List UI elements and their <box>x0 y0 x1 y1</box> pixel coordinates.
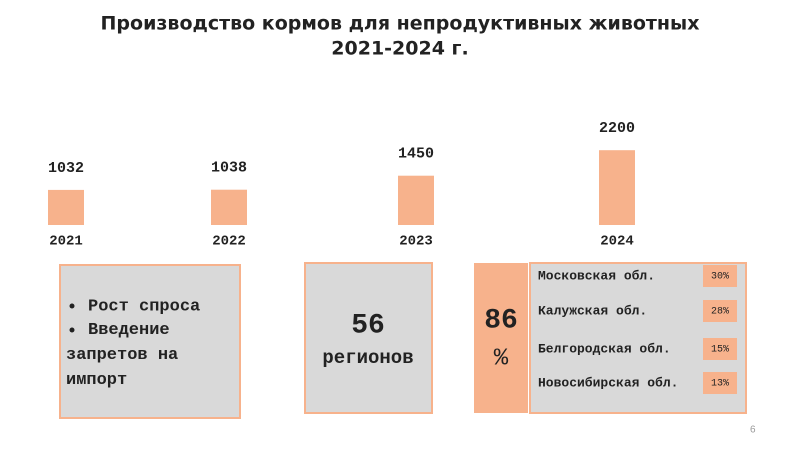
category-label: 2022 <box>212 234 246 250</box>
bullet <box>69 327 75 333</box>
share-unit: % <box>494 345 509 372</box>
reason: Рост спроса <box>88 297 200 316</box>
region-name: Калужская обл. <box>538 303 647 318</box>
bar <box>398 175 434 225</box>
value-label: 1032 <box>48 160 84 177</box>
chart-title: Производство кормов для непродуктивных ж… <box>101 13 700 35</box>
category-label: 2021 <box>49 234 83 250</box>
share-panel <box>474 263 528 413</box>
region-share: 13% <box>711 379 729 390</box>
value-label: 1038 <box>211 160 247 177</box>
region-share: 28% <box>711 307 729 318</box>
page-number: 6 <box>750 425 756 436</box>
value-label: 1450 <box>398 146 434 163</box>
region-share-box <box>703 265 737 287</box>
category-label: 2024 <box>600 234 634 250</box>
region-name: Новосибирская обл. <box>538 375 678 390</box>
regions-value: 56 <box>351 310 385 341</box>
region-share: 15% <box>711 345 729 356</box>
region-share: 30% <box>711 272 729 283</box>
reason: Введение запретов на импорт <box>66 321 178 390</box>
reasons-panel <box>59 264 241 419</box>
bar <box>48 189 84 225</box>
region-name: Белгородская обл. <box>538 341 671 356</box>
region-share-box <box>703 300 737 322</box>
region-share-box <box>703 338 737 360</box>
share-value: 86 <box>484 305 518 336</box>
region-name: Московская обл. <box>538 268 655 283</box>
category-label: 2023 <box>399 234 433 250</box>
value-label: 2200 <box>599 120 635 137</box>
regions-label: регионов <box>322 347 413 369</box>
chart-subtitle: 2021-2024 г. <box>331 38 468 60</box>
bullet <box>69 303 75 309</box>
regions-panel <box>304 262 433 414</box>
region-share-box <box>703 372 737 394</box>
bar <box>599 150 635 225</box>
bar <box>211 189 247 225</box>
